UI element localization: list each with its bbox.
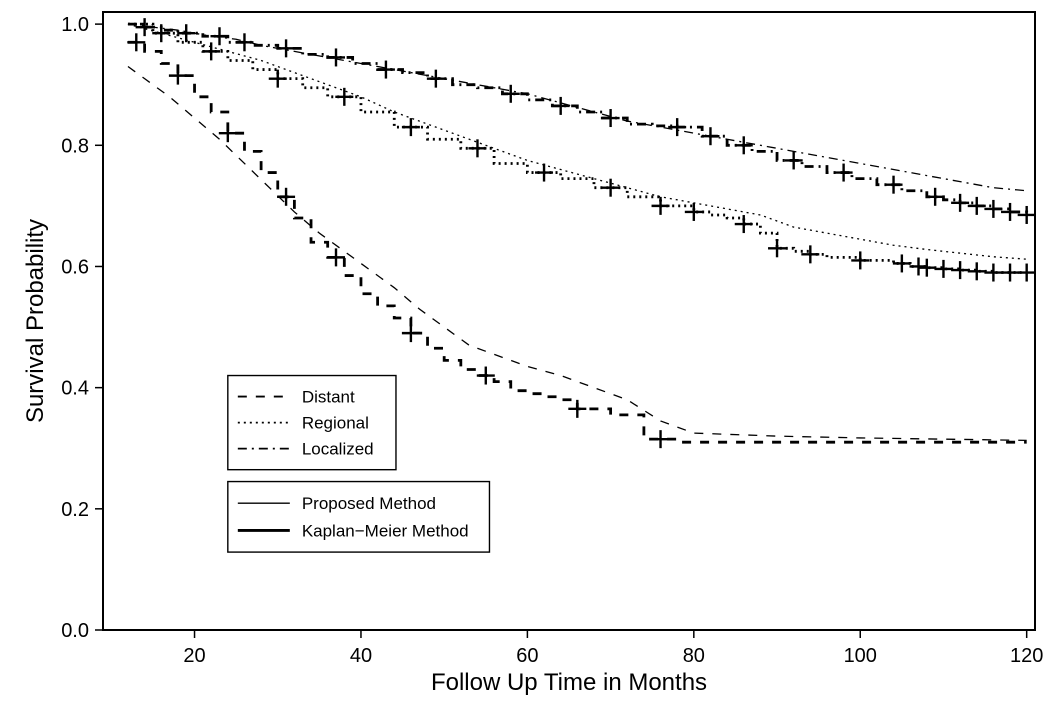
- svg-text:60: 60: [516, 645, 538, 667]
- svg-text:Proposed Method: Proposed Method: [302, 494, 436, 513]
- svg-text:Regional: Regional: [302, 414, 369, 433]
- svg-text:0.8: 0.8: [61, 135, 89, 157]
- svg-text:120: 120: [1010, 645, 1043, 667]
- svg-text:Distant: Distant: [302, 388, 355, 407]
- x-axis-label: Follow Up Time in Months: [431, 669, 707, 696]
- svg-text:Kaplan−Meier Method: Kaplan−Meier Method: [302, 521, 469, 540]
- svg-text:0.0: 0.0: [61, 620, 89, 642]
- svg-text:Localized: Localized: [302, 440, 374, 459]
- svg-text:0.4: 0.4: [61, 378, 89, 400]
- svg-text:0.6: 0.6: [61, 256, 89, 278]
- chart-container: 20 40 60 80 100 120 0.0 0.2 0.4 0.6 0.8 1.0 Follow U…: [0, 0, 1050, 720]
- svg-text:80: 80: [683, 645, 705, 667]
- svg-text:20: 20: [183, 645, 205, 667]
- svg-text:0.2: 0.2: [61, 499, 89, 521]
- survival-chart: 20 40 60 80 100 120 0.0 0.2 0.4 0.6 0.8 1.0 Follow U…: [0, 0, 1050, 720]
- y-axis-label: Survival Probability: [22, 219, 49, 423]
- svg-text:100: 100: [844, 645, 877, 667]
- svg-text:40: 40: [350, 645, 372, 667]
- svg-text:1.0: 1.0: [61, 14, 89, 36]
